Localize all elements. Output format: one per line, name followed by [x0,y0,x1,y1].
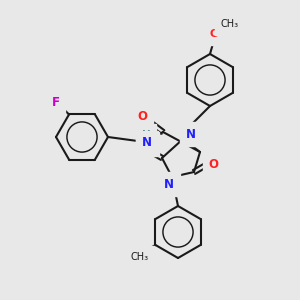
Text: O: O [137,110,147,124]
Text: O: O [143,137,153,151]
Text: CH₃: CH₃ [221,19,239,29]
Text: N: N [186,128,196,140]
Text: N: N [142,136,152,149]
Text: O: O [209,29,219,39]
Text: F: F [52,97,59,110]
Text: CH₃: CH₃ [130,252,148,262]
Text: H: H [142,130,150,140]
Text: O: O [209,158,219,170]
Text: N: N [164,178,174,190]
